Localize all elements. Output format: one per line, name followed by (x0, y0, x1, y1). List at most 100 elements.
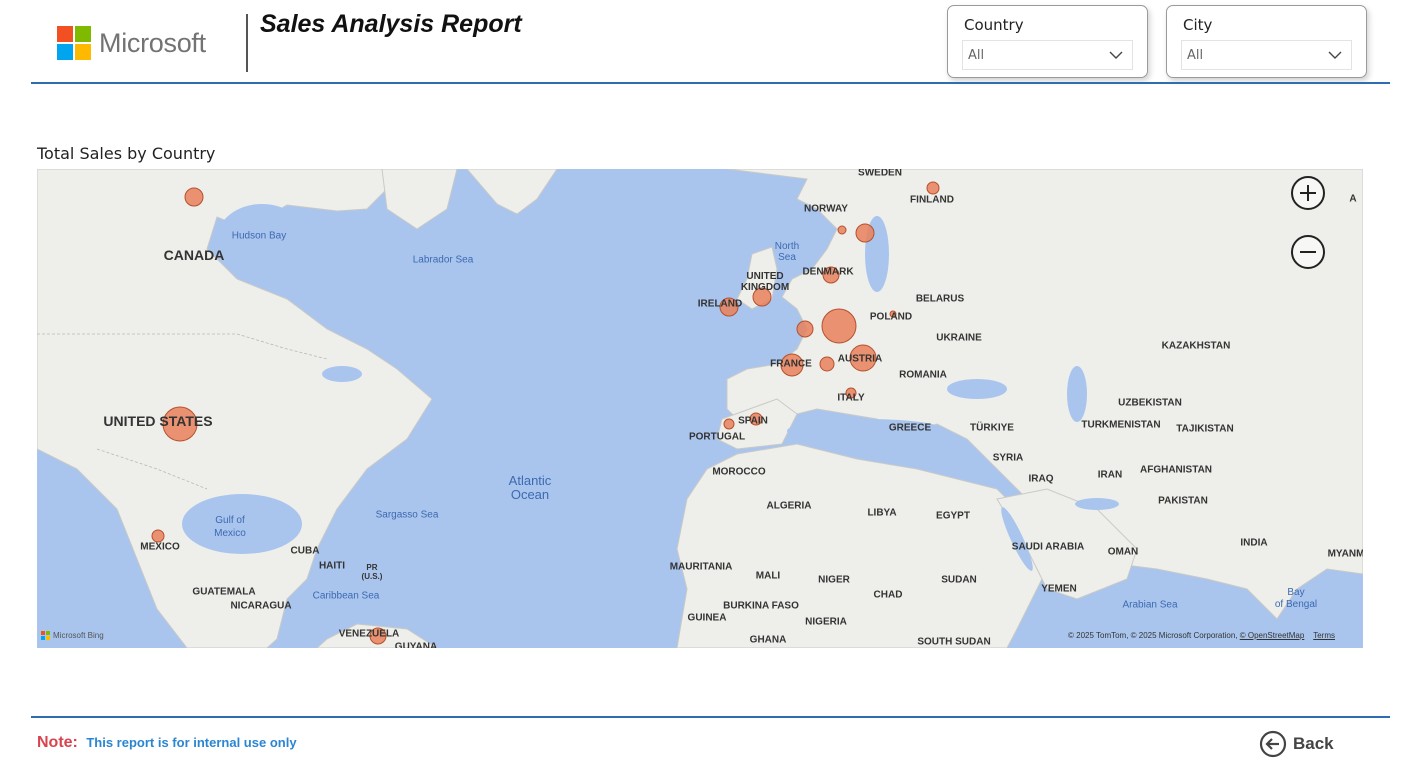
country-label: PAKISTAN (1158, 495, 1208, 507)
bing-attribution: Microsoft Bing (41, 631, 104, 640)
country-label: GREECE (888, 422, 932, 434)
zoom-out-button[interactable] (1291, 235, 1325, 269)
map-title: Total Sales by Country (37, 144, 216, 163)
country-label: HAITI (318, 560, 346, 572)
openstreetmap-link[interactable]: © OpenStreetMap (1239, 631, 1305, 640)
country-label: GUATEMALA (192, 586, 256, 598)
caspian-water (1067, 366, 1087, 422)
sales-bubble[interactable] (780, 353, 804, 377)
sales-bubble[interactable] (151, 529, 165, 543)
country-slicer[interactable]: Country All (947, 5, 1148, 78)
country-label: SPAIN (738, 415, 768, 427)
header-rule (31, 82, 1390, 84)
country-dropdown-value: All (968, 48, 985, 63)
sales-bubble[interactable] (837, 225, 847, 235)
country-label: YEMEN (1041, 583, 1077, 595)
country-label: SAUDI ARABIA (1011, 541, 1085, 553)
country-label: NIGER (818, 574, 850, 586)
back-label: Back (1293, 734, 1334, 753)
bing-provider-label: Microsoft Bing (53, 631, 104, 640)
great-lakes-water (322, 366, 362, 382)
country-label: CHAD (873, 589, 903, 601)
country-label: UZBEKISTAN (1118, 397, 1182, 409)
report-header: Microsoft Sales Analysis Report Country … (0, 0, 1405, 86)
bing-logo-icon (41, 631, 50, 640)
country-label: MAURITANIA (669, 561, 733, 573)
sales-bubble[interactable] (819, 356, 835, 372)
country-label: A (1349, 193, 1357, 205)
country-dropdown[interactable]: All (962, 40, 1133, 70)
country-label: SYRIA (992, 452, 1024, 464)
sales-map[interactable]: CANADA UNITED STATES MEXICO SWEDEN NORWAY FIN… (37, 169, 1363, 648)
country-label: GHANA (749, 634, 787, 646)
sales-bubble[interactable] (845, 387, 857, 399)
header-divider (246, 14, 248, 72)
sales-bubble[interactable] (369, 627, 387, 645)
country-label: LIBYA (867, 507, 897, 519)
sales-bubble[interactable] (723, 418, 735, 430)
note-text: This report is for internal use only (86, 735, 297, 750)
bubble-layer (151, 181, 940, 645)
map-attribution: © 2025 TomTom, © 2025 Microsoft Corporat… (1068, 631, 1335, 640)
baffin-land (381, 169, 458, 230)
country-label: GUINEA (687, 612, 727, 624)
sales-bubble[interactable] (796, 320, 814, 338)
chevron-down-icon (1328, 51, 1342, 59)
country-label: TÜRKIYE (970, 422, 1014, 434)
sales-bubble[interactable] (752, 287, 772, 307)
hudson-bay-water (217, 204, 307, 274)
sales-bubble[interactable] (822, 266, 840, 284)
bing-logo-square (41, 631, 45, 635)
country-label: SOUTH SUDAN (917, 636, 991, 648)
black-sea-water (947, 379, 1007, 399)
sales-bubble[interactable] (926, 181, 940, 195)
country-label: TAJIKISTAN (1176, 423, 1234, 435)
footer-rule (31, 716, 1390, 718)
country-label: KAZAKHSTAN (1161, 340, 1231, 352)
country-label: EGYPT (936, 510, 970, 522)
persian-gulf-water (1075, 498, 1119, 510)
sales-bubble[interactable] (184, 187, 204, 207)
north-america-land (37, 169, 433, 648)
country-slicer-label: Country (964, 16, 1024, 34)
page-title: Sales Analysis Report (260, 10, 522, 38)
country-label: MOROCCO (712, 466, 766, 478)
bing-logo-square (46, 636, 50, 640)
country-label: NICARAGUA (230, 600, 292, 612)
sales-bubble[interactable] (719, 297, 739, 317)
logo-square-red (57, 26, 73, 42)
sales-bubble[interactable] (749, 412, 763, 426)
sales-bubble[interactable] (821, 308, 857, 344)
bing-logo-square (46, 631, 50, 635)
gulf-of-mexico-water (182, 494, 302, 554)
country-label: MEXICO (140, 541, 180, 553)
country-label: NORWAY (804, 203, 848, 215)
chevron-down-icon (1109, 51, 1123, 59)
country-label: PORTUGAL (688, 431, 746, 443)
water-label: Atlantic Ocean (508, 473, 552, 502)
country-label: FINLAND (910, 194, 954, 206)
sales-bubble[interactable] (162, 406, 198, 442)
note-label: Note: (37, 734, 78, 751)
us-mexico-border (96, 448, 208, 490)
zoom-in-button[interactable] (1291, 176, 1325, 210)
country-label: CANADA (163, 247, 225, 263)
country-label: SWEDEN (858, 169, 902, 179)
water-label: Labrador Sea (412, 254, 474, 266)
terms-link[interactable]: Terms (1313, 631, 1335, 640)
sales-bubble[interactable] (889, 310, 897, 318)
country-label: BELARUS (915, 293, 965, 305)
country-label: GUYANA (394, 641, 438, 649)
brand-name: Microsoft (99, 27, 206, 58)
sales-bubble[interactable] (849, 344, 877, 372)
logo-square-yellow (75, 44, 91, 60)
microsoft-logo: Microsoft (57, 26, 206, 60)
city-dropdown[interactable]: All (1181, 40, 1352, 70)
country-label: FRANCE (770, 358, 812, 370)
eurasia-land (726, 169, 1363, 620)
arrow-left-circle-icon (1259, 730, 1287, 758)
city-slicer[interactable]: City All (1166, 5, 1367, 78)
country-label: IRELAND (697, 298, 743, 310)
sales-bubble[interactable] (855, 223, 875, 243)
back-button[interactable]: Back (1259, 730, 1334, 758)
